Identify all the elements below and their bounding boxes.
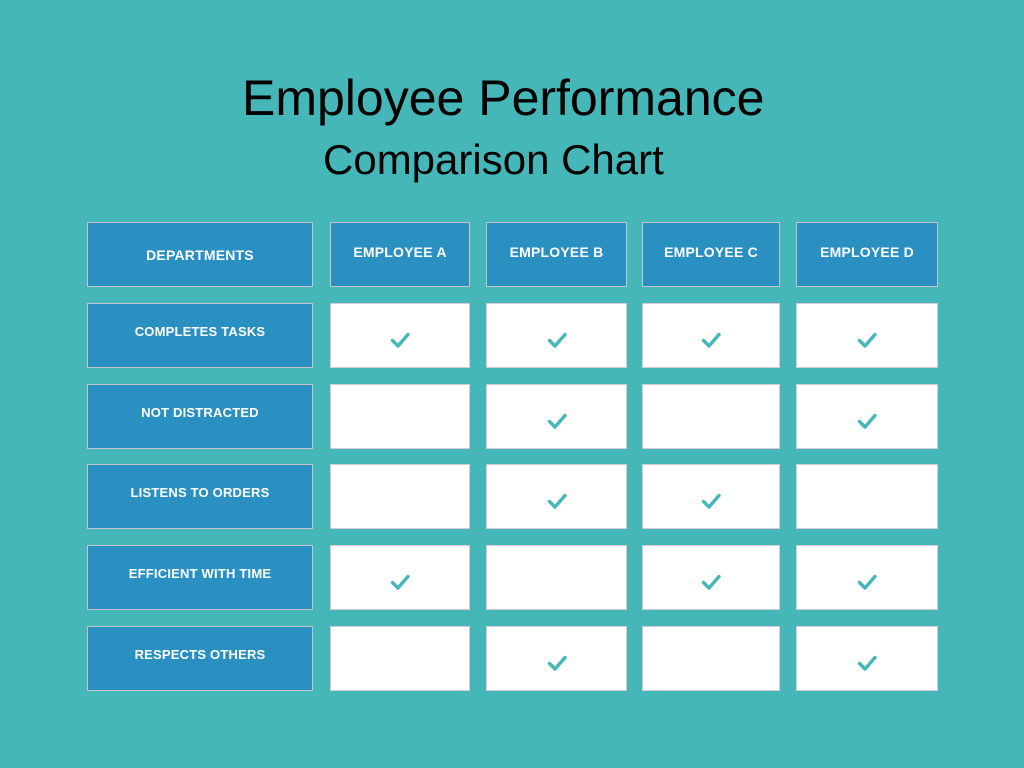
check-icon xyxy=(856,571,878,593)
column-header-employee-b: EMPLOYEE B xyxy=(486,222,627,287)
departments-header: DEPARTMENTS xyxy=(87,222,313,287)
rating-cell xyxy=(330,545,470,610)
row-label: RESPECTS OTHERS xyxy=(87,626,313,691)
check-icon xyxy=(546,490,568,512)
check-icon xyxy=(856,652,878,674)
rating-cell xyxy=(642,545,780,610)
column-header-employee-d: EMPLOYEE D xyxy=(796,222,938,287)
column-header-employee-c: EMPLOYEE C xyxy=(642,222,780,287)
check-icon xyxy=(546,410,568,432)
rating-cell xyxy=(330,626,470,691)
rating-cell xyxy=(796,464,938,529)
rating-cell xyxy=(330,384,470,449)
check-icon xyxy=(856,410,878,432)
rating-cell xyxy=(330,303,470,368)
rating-cell xyxy=(486,384,627,449)
row-label: COMPLETES TASKS xyxy=(87,303,313,368)
rating-cell xyxy=(796,545,938,610)
check-icon xyxy=(389,571,411,593)
rating-cell xyxy=(796,384,938,449)
check-icon xyxy=(546,329,568,351)
check-icon xyxy=(856,329,878,351)
rating-cell xyxy=(330,464,470,529)
rating-cell xyxy=(486,303,627,368)
rating-cell xyxy=(486,464,627,529)
column-header-employee-a: EMPLOYEE A xyxy=(330,222,470,287)
check-icon xyxy=(700,571,722,593)
row-label: LISTENS TO ORDERS xyxy=(87,464,313,529)
page-title: Employee Performance xyxy=(242,70,765,126)
rating-cell xyxy=(642,303,780,368)
check-icon xyxy=(389,329,411,351)
rating-cell xyxy=(486,626,627,691)
check-icon xyxy=(546,652,568,674)
check-icon xyxy=(700,490,722,512)
rating-cell xyxy=(642,626,780,691)
rating-cell xyxy=(796,303,938,368)
rating-cell xyxy=(642,464,780,529)
rating-cell xyxy=(642,384,780,449)
row-label: EFFICIENT WITH TIME xyxy=(87,545,313,610)
row-label: NOT DISTRACTED xyxy=(87,384,313,449)
page-subtitle: Comparison Chart xyxy=(323,136,664,183)
rating-cell xyxy=(796,626,938,691)
check-icon xyxy=(700,329,722,351)
rating-cell xyxy=(486,545,627,610)
